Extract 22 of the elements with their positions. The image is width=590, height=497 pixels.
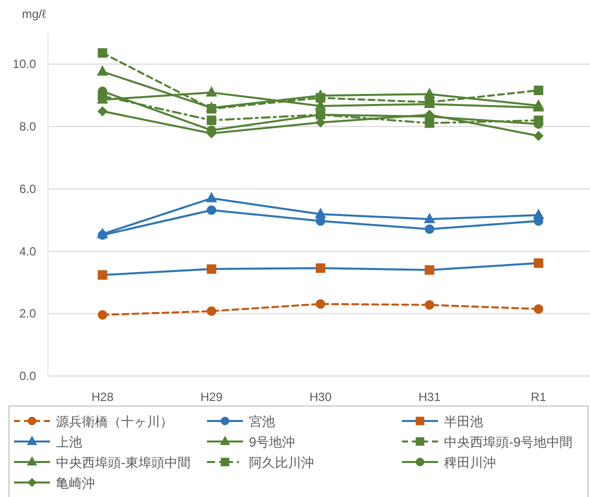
legend-label: 阿久比川沖 [249, 455, 314, 470]
legend-label: 半田池 [444, 414, 483, 429]
y-tick-label: 6.0 [19, 182, 36, 196]
legend-label: 稗田川沖 [444, 455, 496, 470]
y-tick-label: 8.0 [19, 120, 36, 134]
legend-label: 中央西埠頭-東埠頭中間 [56, 455, 190, 470]
legend-label: 中央西埠頭-9号地中間 [444, 434, 573, 450]
legend-label: 宮池 [249, 414, 275, 429]
x-tick-label: H31 [418, 390, 441, 404]
legend-label: 9号地沖 [249, 434, 296, 450]
legend-label: 上池 [56, 434, 82, 450]
y-tick-label: 4.0 [19, 244, 36, 258]
x-tick-label: H28 [91, 390, 114, 404]
y-axis-title: mg/ℓ [22, 7, 46, 21]
y-tick-label: 0.0 [19, 369, 36, 383]
legend-label: 源兵衛橋（十ヶ川） [56, 414, 173, 429]
x-tick-label: H30 [309, 390, 332, 404]
y-tick-label: 10.0 [12, 57, 36, 72]
x-tick-label: R1 [530, 390, 546, 404]
x-tick-label: H29 [200, 390, 223, 404]
legend-label: 亀崎沖 [56, 476, 95, 490]
y-tick-label: 2.0 [19, 306, 36, 321]
